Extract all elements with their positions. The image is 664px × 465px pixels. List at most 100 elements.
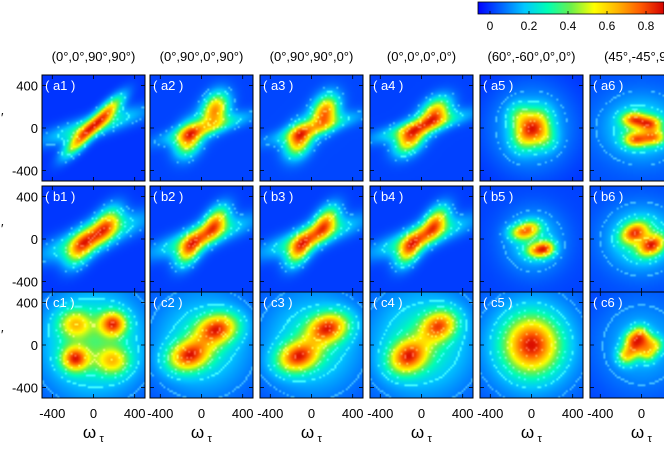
panel-label: ( a6 ) — [593, 78, 623, 93]
panel-a6: ( a6 ) — [589, 74, 664, 182]
x-axis-label: ω — [521, 423, 534, 442]
panel-label: ( b1 ) — [45, 189, 75, 204]
colorbar: 0 0.2 0.4 0.6 0.8 — [477, 1, 664, 33]
panel-b5: ( b5 ) — [479, 185, 584, 293]
panel-a1: ( a1 ) — [41, 74, 146, 182]
panel-label: ( c6 ) — [593, 295, 623, 310]
x-axis-label-subscript: τ — [428, 433, 433, 445]
x-axis-label: ω — [191, 423, 204, 442]
panel-b3: ( b3 ) — [259, 185, 364, 293]
column-title: (60°,-60°,0°,0°) — [488, 49, 576, 64]
heatmap-image — [260, 292, 363, 398]
heatmap-image — [590, 292, 664, 398]
x-axis-label-subscript: τ — [318, 433, 323, 445]
heatmap-image — [370, 75, 473, 181]
x-tick-label: 400 — [232, 406, 254, 421]
y-tick-label: 400 — [16, 79, 38, 94]
x-tick-label: 0 — [198, 406, 205, 421]
heatmap-image — [150, 75, 253, 181]
heatmap-image — [480, 292, 583, 398]
heatmap-image — [260, 186, 363, 292]
x-tick-label: -400 — [367, 406, 393, 421]
panel-c4: ( c4 ) — [369, 291, 474, 399]
panel-a2: ( a2 ) — [149, 74, 254, 182]
column-title: (0°,0°,0°,0°) — [387, 49, 456, 64]
x-axis-label-subscript: τ — [648, 433, 653, 445]
x-tick-label: -400 — [257, 406, 283, 421]
column-title: (45°,-45°,90° — [604, 49, 664, 64]
heatmap-image — [590, 186, 664, 292]
heatmap-image — [42, 75, 145, 181]
panel-b1: ( b1 ) — [41, 185, 146, 293]
panel-b4: ( b4 ) — [369, 185, 474, 293]
y-tick-label: 0 — [31, 232, 38, 247]
panels: ( a1 ) ( a2 ) ( a3 ) ( a4 ) ( a5 ) ( a6 ) ( b1… — [41, 74, 664, 399]
heatmap-image — [370, 292, 473, 398]
panel-a4: ( a4 ) — [369, 74, 474, 182]
panel-label: ( a2 ) — [153, 78, 183, 93]
panel-a3: ( a3 ) — [259, 74, 364, 182]
panel-c1: ( c1 ) — [41, 291, 146, 399]
x-axis-label: ω — [301, 423, 314, 442]
panel-label: ( b6 ) — [593, 189, 623, 204]
column-title: (0°,90°,90°,0°) — [270, 49, 354, 64]
colorbar-tick-label: 0.2 — [521, 19, 538, 33]
heatmap-image — [480, 186, 583, 292]
panel-label: ( b5 ) — [483, 189, 513, 204]
panel-c2: ( c2 ) — [149, 291, 254, 399]
heatmap-image — [260, 75, 363, 181]
y-tick-label: -400 — [12, 274, 38, 289]
x-tick-label: -400 — [39, 406, 65, 421]
panel-label: ( c5 ) — [483, 295, 513, 310]
panel-c6: ( c6 ) — [589, 291, 664, 399]
heatmap-image — [480, 75, 583, 181]
heatmap-image — [370, 186, 473, 292]
heatmap-image — [150, 292, 253, 398]
y-tick-label: -400 — [12, 380, 38, 395]
panel-label: ( a4 ) — [373, 78, 403, 93]
panel-label: ( c1 ) — [45, 295, 75, 310]
panel-c5: ( c5 ) — [479, 291, 584, 399]
column-title: (0°,90°,0°,90°) — [160, 49, 244, 64]
colorbar-tick-label: 0.6 — [599, 19, 616, 33]
panel-label: ( a1 ) — [45, 78, 75, 93]
y-axis-label-fragment: ′ — [1, 327, 4, 342]
x-tick-label: 400 — [452, 406, 474, 421]
heatmap-image — [150, 186, 253, 292]
y-tick-label: 0 — [31, 121, 38, 136]
panel-label: ( c2 ) — [153, 295, 183, 310]
colorbar-bar — [477, 1, 664, 15]
panel-label: ( a3 ) — [263, 78, 293, 93]
x-axis-label: ω — [83, 423, 96, 442]
x-axis-label: ω — [631, 423, 644, 442]
panel-label: ( b4 ) — [373, 189, 403, 204]
column-titles: (0°,0°,90°,90°) (0°,90°,0°,90°) (0°,90°,90… — [52, 49, 664, 64]
x-axis-label-subscript: τ — [208, 433, 213, 445]
heatmap-image — [590, 75, 664, 181]
panel-label: ( c4 ) — [373, 295, 403, 310]
x-tick-label: 0 — [90, 406, 97, 421]
panel-c3: ( c3 ) — [259, 291, 364, 399]
y-tick-label: 0 — [31, 338, 38, 353]
heatmap-image — [42, 186, 145, 292]
x-tick-label: 400 — [562, 406, 584, 421]
heatmap-image — [42, 292, 145, 398]
y-tick-label: 400 — [16, 296, 38, 311]
y-axis-label-fragment: ′ — [1, 221, 4, 236]
x-tick-label: -400 — [147, 406, 173, 421]
x-tick-label: 400 — [342, 406, 364, 421]
x-tick-label: 0 — [638, 406, 645, 421]
x-tick-label: -400 — [477, 406, 503, 421]
x-tick-label: -400 — [587, 406, 613, 421]
y-tick-label: -400 — [12, 163, 38, 178]
colorbar-tick-label: 0 — [487, 19, 494, 33]
panel-b2: ( b2 ) — [149, 185, 254, 293]
panel-a5: ( a5 ) — [479, 74, 584, 182]
x-tick-label: 0 — [308, 406, 315, 421]
colorbar-tick-label: 0.4 — [560, 19, 577, 33]
x-tick-label: 0 — [418, 406, 425, 421]
y-axis-label-fragment: ′ — [1, 110, 4, 125]
